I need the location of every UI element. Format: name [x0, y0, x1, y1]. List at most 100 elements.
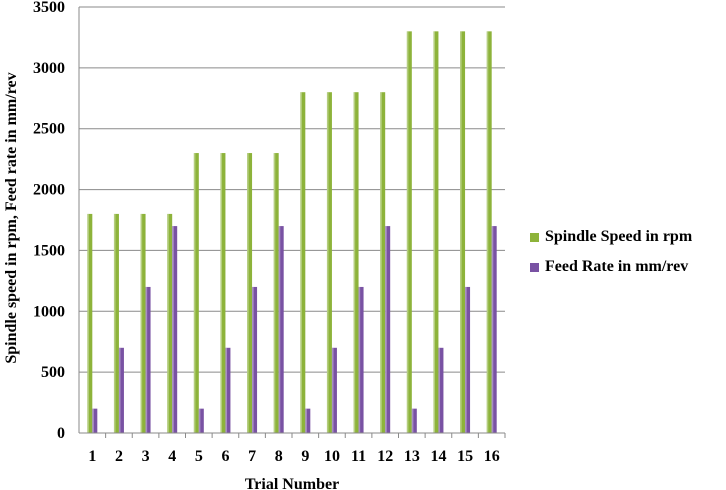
legend-item-spindle-speed: Spindle Speed in rpm: [530, 222, 692, 252]
x-tick-label: 2: [115, 448, 123, 465]
x-tick-label: 7: [248, 448, 256, 465]
x-tick-label: 1: [88, 448, 96, 465]
bar-highlight: [331, 347, 334, 433]
bar-highlight: [172, 226, 174, 433]
legend-label-feed-rate: Feed Rate in mm/rev: [545, 258, 689, 275]
bar-spindle-speed-in-rpm-trial-10: [326, 92, 332, 433]
bar-feed-rate-in-mm-rev-trial-9: [305, 408, 311, 433]
x-tick-label: 15: [457, 448, 473, 465]
bar-highlight: [438, 347, 441, 433]
bar-spindle-speed-in-rpm-trial-5: [193, 153, 199, 434]
x-tick-label: 14: [430, 448, 446, 465]
bar-highlight: [273, 153, 276, 434]
bars: [87, 31, 497, 434]
bar-highlight: [460, 31, 462, 433]
x-tick-label: 9: [301, 448, 309, 465]
x-tick-label: 3: [142, 448, 150, 465]
x-tick-label: 8: [275, 448, 283, 465]
bar-highlight: [193, 153, 196, 434]
bar-highlight: [300, 92, 302, 433]
bar-highlight: [167, 213, 169, 433]
legend-swatch-feed-rate: [530, 262, 539, 272]
bar-feed-rate-in-mm-rev-trial-5: [198, 408, 204, 433]
bar-feed-rate-in-mm-rev-trial-4: [172, 226, 178, 433]
bar-highlight: [220, 153, 223, 434]
y-tick-label: 2000: [33, 182, 65, 199]
bar-spindle-speed-in-rpm-trial-9: [300, 92, 306, 433]
bar-highlight: [406, 31, 409, 433]
bar-spindle-speed-in-rpm-trial-15: [460, 31, 466, 433]
bar-highlight: [225, 347, 228, 433]
bar-highlight: [118, 347, 121, 433]
bar-spindle-speed-in-rpm-trial-1: [87, 213, 93, 433]
x-axis-title: Trial Number: [245, 476, 339, 490]
bar-feed-rate-in-mm-rev-trial-10: [331, 347, 337, 433]
bar-highlight: [326, 92, 329, 433]
x-tick-labels: 1 2 3 4 5 6 7 8 9 10 11 12 13 14 15 16: [88, 448, 499, 465]
x-tick-label: 11: [351, 448, 366, 465]
y-tick-label: 3000: [33, 60, 65, 77]
bar-highlight: [140, 213, 143, 433]
bar-highlight: [465, 286, 467, 433]
bar-highlight: [247, 153, 249, 434]
bar-highlight: [305, 408, 307, 433]
bar-highlight: [385, 226, 387, 433]
bar-feed-rate-in-mm-rev-trial-2: [118, 347, 124, 433]
y-tick-label: 1000: [33, 303, 65, 320]
bar-spindle-speed-in-rpm-trial-8: [273, 153, 279, 434]
bar-spindle-speed-in-rpm-trial-13: [406, 31, 412, 433]
x-tick-label: 4: [168, 448, 176, 465]
bar-highlight: [433, 31, 436, 433]
bar-highlight: [486, 31, 489, 433]
legend-item-feed-rate: Feed Rate in mm/rev: [530, 252, 692, 282]
bar-highlight: [491, 226, 494, 433]
bar-highlight: [252, 286, 254, 433]
bar-highlight: [145, 286, 148, 433]
bar-highlight: [353, 92, 356, 433]
bar-highlight: [92, 408, 94, 433]
bar-spindle-speed-in-rpm-trial-12: [380, 92, 386, 433]
axes: [78, 7, 506, 438]
bar-highlight: [113, 213, 116, 433]
y-tick-label: 0: [57, 425, 65, 442]
bar-highlight: [87, 213, 89, 433]
bar-highlight: [198, 408, 201, 433]
y-tick-label: 1500: [33, 242, 65, 259]
x-tick-label: 12: [377, 448, 393, 465]
legend-swatch-spindle-speed: [530, 232, 539, 242]
bar-feed-rate-in-mm-rev-trial-16: [491, 226, 497, 433]
bar-spindle-speed-in-rpm-trial-6: [220, 153, 226, 434]
bar-highlight: [358, 286, 361, 433]
bar-feed-rate-in-mm-rev-trial-12: [385, 226, 391, 433]
bar-spindle-speed-in-rpm-trial-3: [140, 213, 146, 433]
bar-spindle-speed-in-rpm-trial-16: [486, 31, 492, 433]
x-tick-label: 5: [195, 448, 203, 465]
y-tick-label: 500: [41, 364, 65, 381]
bar-feed-rate-in-mm-rev-trial-1: [92, 408, 98, 433]
bar-feed-rate-in-mm-rev-trial-14: [438, 347, 444, 433]
x-tick-label: 6: [221, 448, 229, 465]
bar-feed-rate-in-mm-rev-trial-6: [225, 347, 231, 433]
bar-spindle-speed-in-rpm-trial-2: [113, 213, 119, 433]
bar-feed-rate-in-mm-rev-trial-15: [465, 286, 471, 433]
bar-feed-rate-in-mm-rev-trial-13: [411, 408, 417, 433]
legend-label-spindle-speed: Spindle Speed in rpm: [545, 228, 693, 245]
x-tick-label: 13: [404, 448, 420, 465]
bar-highlight: [380, 92, 382, 433]
bar-feed-rate-in-mm-rev-trial-8: [278, 226, 284, 433]
bar-feed-rate-in-mm-rev-trial-7: [252, 286, 258, 433]
bar-spindle-speed-in-rpm-trial-11: [353, 92, 359, 433]
legend: Spindle Speed in rpm Feed Rate in mm/rev: [530, 222, 692, 282]
x-tick-label: 10: [324, 448, 340, 465]
bar-highlight: [278, 226, 281, 433]
bar-spindle-speed-in-rpm-trial-14: [433, 31, 439, 433]
y-tick-label: 3500: [33, 0, 65, 16]
bar-spindle-speed-in-rpm-trial-7: [247, 153, 253, 434]
bar-feed-rate-in-mm-rev-trial-11: [358, 286, 364, 433]
y-axis-title: Spindle speed in rpm, Feed rate in mm/re…: [3, 72, 20, 363]
y-tick-labels: 0 500 1000 1500 2000 2500 3000 3500: [33, 0, 65, 442]
x-tick-label: 16: [484, 448, 500, 465]
bar-spindle-speed-in-rpm-trial-4: [167, 213, 173, 433]
bar-feed-rate-in-mm-rev-trial-3: [145, 286, 151, 433]
